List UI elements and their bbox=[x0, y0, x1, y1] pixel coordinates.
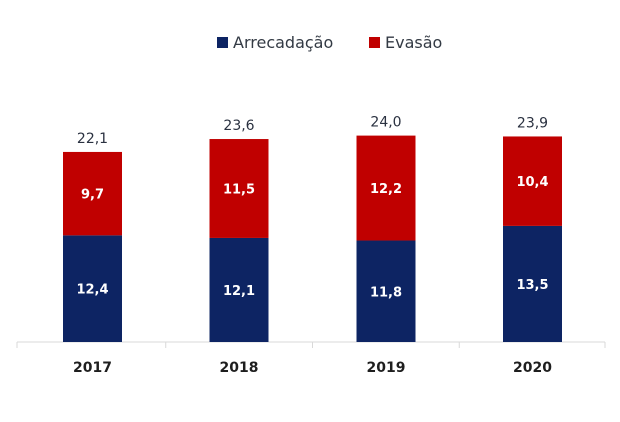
x-tick-label-2019: 2019 bbox=[367, 360, 406, 376]
bar-arrecadacao-2017 bbox=[63, 235, 122, 342]
x-tick-label-2018: 2018 bbox=[220, 360, 259, 376]
legend-label-arrecadacao: Arrecadação bbox=[233, 33, 333, 52]
data-labels: 12,4 9,7 22,1 2017 12,1 11,5 23,6 2018 11,8 12,2 2… bbox=[73, 115, 552, 376]
total-label-2019: 24,0 bbox=[370, 115, 401, 131]
bar-arrecadacao-2018 bbox=[209, 237, 269, 342]
segment-label-evasao-2018: 11,5 bbox=[223, 182, 255, 197]
bar-evasao-2020 bbox=[503, 136, 562, 226]
segment-label-evasao-2017: 9,7 bbox=[81, 188, 104, 203]
bar-evasao-2018 bbox=[209, 139, 269, 238]
segment-label-evasao-2019: 12,2 bbox=[370, 182, 402, 197]
legend-label-evasao: Evasão bbox=[385, 33, 442, 52]
segment-label-arrecadacao-2020: 13,5 bbox=[516, 278, 548, 293]
segment-label-arrecadacao-2018: 12,1 bbox=[223, 284, 255, 299]
x-tick-label-2017: 2017 bbox=[73, 360, 112, 376]
legend-swatch-evasao bbox=[369, 37, 380, 48]
total-label-2017: 22,1 bbox=[77, 131, 108, 147]
total-label-2020: 23,9 bbox=[517, 115, 548, 131]
bar-arrecadacao-2019 bbox=[356, 240, 416, 342]
segment-label-arrecadacao-2017: 12,4 bbox=[76, 283, 108, 298]
x-axis bbox=[16, 341, 606, 348]
bar-evasao-2017 bbox=[63, 151, 122, 236]
legend-swatch-arrecadacao bbox=[217, 37, 228, 48]
bar-arrecadacao-2020 bbox=[503, 225, 562, 342]
segment-label-arrecadacao-2019: 11,8 bbox=[370, 285, 402, 300]
segment-label-evasao-2020: 10,4 bbox=[516, 175, 548, 190]
bars bbox=[63, 135, 562, 342]
bar-evasao-2019 bbox=[356, 135, 416, 241]
legend: Arrecadação Evasão bbox=[217, 33, 442, 52]
x-tick-label-2020: 2020 bbox=[513, 360, 552, 376]
total-label-2018: 23,6 bbox=[223, 118, 254, 134]
